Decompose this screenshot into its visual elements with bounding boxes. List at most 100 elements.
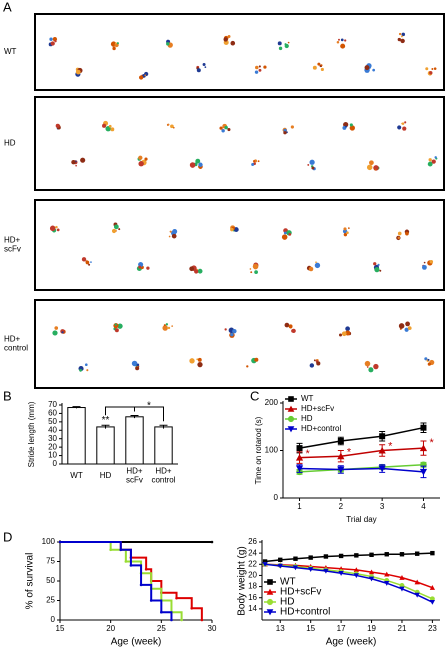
footprint-row-label: HD+ control xyxy=(4,335,28,353)
footprint xyxy=(169,230,172,233)
x-tick-label: 21 xyxy=(398,624,407,633)
y-tick-label: 26 xyxy=(248,537,257,546)
footprint xyxy=(197,268,203,274)
footprint xyxy=(343,232,348,237)
footprint xyxy=(223,37,228,42)
footprint xyxy=(341,331,347,337)
footprint xyxy=(345,326,350,332)
marker xyxy=(337,438,344,444)
bar xyxy=(125,416,144,465)
footprint xyxy=(249,268,252,270)
footprint xyxy=(428,158,432,162)
footprint xyxy=(340,38,344,42)
footprint xyxy=(75,164,77,167)
footprint xyxy=(423,261,426,264)
text-line: HD+ xyxy=(4,236,21,245)
marker xyxy=(323,568,329,574)
y-tick-label: 100 xyxy=(265,446,279,455)
text-line: control xyxy=(151,476,175,485)
footprint xyxy=(283,231,287,235)
marker xyxy=(210,540,214,544)
footprint xyxy=(197,361,203,368)
x-tick-label: 17 xyxy=(337,624,346,633)
footprint xyxy=(429,259,434,264)
footprint xyxy=(230,227,234,232)
marker xyxy=(338,553,344,559)
footprint xyxy=(402,126,407,131)
footprint xyxy=(311,166,315,170)
footprint xyxy=(427,362,431,366)
y-tick-label: 50 xyxy=(46,576,55,585)
footprint xyxy=(427,358,430,361)
footprint xyxy=(431,67,434,70)
footprint xyxy=(427,161,433,167)
footprint xyxy=(114,323,117,326)
footprint xyxy=(312,65,317,70)
footprint xyxy=(168,235,171,238)
footprint xyxy=(54,326,59,330)
y-tick-label: 75 xyxy=(46,557,55,566)
line xyxy=(299,467,424,473)
bar xyxy=(154,426,173,465)
marker xyxy=(144,568,148,571)
y-tick-label: 200 xyxy=(265,398,279,407)
footprint xyxy=(196,358,199,361)
legend-label: WT xyxy=(301,394,314,403)
footprint xyxy=(116,42,119,45)
marker xyxy=(399,575,405,580)
footprint xyxy=(167,326,171,330)
footprint xyxy=(135,366,140,371)
footprint xyxy=(309,159,315,165)
marker xyxy=(368,569,375,575)
footprint xyxy=(71,159,76,165)
x-tick-label: 19 xyxy=(367,624,376,633)
footprint xyxy=(291,329,295,333)
y-tick-label: 20 xyxy=(48,442,57,451)
y-tick-label: 0 xyxy=(274,493,279,502)
marker xyxy=(369,552,374,558)
footprint-row-label: HD xyxy=(4,139,16,148)
footprint xyxy=(258,65,261,68)
footprint xyxy=(281,234,288,240)
x-axis-title: Age (week) xyxy=(326,637,377,648)
footprint xyxy=(61,331,64,334)
footprint xyxy=(81,257,87,262)
marker xyxy=(190,607,194,610)
footprint xyxy=(49,37,53,41)
marker xyxy=(109,548,112,552)
panel-letter: B xyxy=(3,388,12,403)
footprint xyxy=(111,228,117,234)
line xyxy=(264,563,433,600)
footprint xyxy=(287,41,290,44)
footprint xyxy=(189,358,195,364)
footprint xyxy=(369,160,374,166)
x-tick-label: 20 xyxy=(106,624,115,633)
marker xyxy=(399,586,405,592)
footprint xyxy=(55,123,60,128)
footprint xyxy=(84,363,88,367)
text-line: control xyxy=(4,344,28,353)
x-axis-title: Age (week) xyxy=(111,637,162,648)
footprint xyxy=(401,32,406,37)
footprint xyxy=(400,38,405,44)
annotation: ** xyxy=(102,415,110,426)
footprint xyxy=(313,359,316,362)
footprint xyxy=(258,68,262,72)
footprint xyxy=(224,328,227,331)
footprint-panel xyxy=(34,96,445,191)
legend-label: HD+scFv xyxy=(280,587,321,598)
marker xyxy=(338,571,344,576)
marker xyxy=(378,446,386,454)
marker xyxy=(266,598,274,606)
footprint xyxy=(114,42,117,45)
footprint xyxy=(114,328,119,333)
footprint xyxy=(374,267,380,273)
marker xyxy=(368,576,375,582)
footprint xyxy=(364,360,371,367)
footprint xyxy=(290,125,294,129)
marker xyxy=(420,424,427,431)
y-tick-label: 0 xyxy=(51,615,56,624)
annotation: * xyxy=(388,441,393,453)
y-tick-label: 10 xyxy=(48,451,57,460)
marker xyxy=(124,560,128,563)
